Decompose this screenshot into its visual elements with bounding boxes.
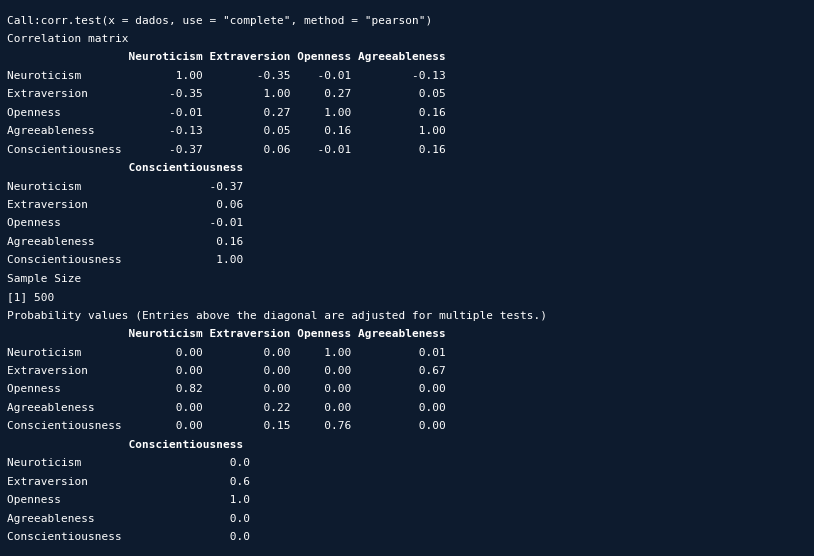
- Text: Openness                      -0.01: Openness -0.01: [7, 219, 243, 229]
- Text: Correlation matrix: Correlation matrix: [7, 34, 128, 44]
- Text: [1] 500: [1] 500: [7, 292, 54, 302]
- Text: Agreeableness                    0.0: Agreeableness 0.0: [7, 514, 250, 524]
- Text: Agreeableness           -0.13         0.05     0.16          1.00: Agreeableness -0.13 0.05 0.16 1.00: [7, 126, 445, 136]
- Text: Conscientiousness                0.0: Conscientiousness 0.0: [7, 532, 250, 542]
- Text: Conscientiousness        0.00         0.15     0.76          0.00: Conscientiousness 0.00 0.15 0.76 0.00: [7, 421, 445, 431]
- Text: Neuroticism                   -0.37: Neuroticism -0.37: [7, 182, 243, 192]
- Text: Probability values (Entries above the diagonal are adjusted for multiple tests.): Probability values (Entries above the di…: [7, 311, 546, 321]
- Text: Extraversion                     0.6: Extraversion 0.6: [7, 476, 250, 486]
- Text: Conscientiousness: Conscientiousness: [7, 440, 243, 450]
- Text: Openness                -0.01         0.27     1.00          0.16: Openness -0.01 0.27 1.00 0.16: [7, 108, 445, 118]
- Text: Conscientiousness       -0.37         0.06    -0.01          0.16: Conscientiousness -0.37 0.06 -0.01 0.16: [7, 145, 445, 155]
- Text: Agreeableness                  0.16: Agreeableness 0.16: [7, 237, 243, 247]
- Text: Sample Size: Sample Size: [7, 274, 81, 284]
- Text: Openness                 0.82         0.00     0.00          0.00: Openness 0.82 0.00 0.00 0.00: [7, 384, 445, 394]
- Text: Conscientiousness              1.00: Conscientiousness 1.00: [7, 255, 243, 265]
- Text: Openness                         1.0: Openness 1.0: [7, 495, 250, 505]
- Text: Conscientiousness: Conscientiousness: [7, 163, 243, 173]
- Text: Neuroticism                      0.0: Neuroticism 0.0: [7, 458, 250, 468]
- Text: Neuroticism              0.00         0.00     1.00          0.01: Neuroticism 0.00 0.00 1.00 0.01: [7, 348, 445, 358]
- Text: Neuroticism              1.00        -0.35    -0.01         -0.13: Neuroticism 1.00 -0.35 -0.01 -0.13: [7, 71, 445, 81]
- Text: Extraversion             0.00         0.00     0.00          0.67: Extraversion 0.00 0.00 0.00 0.67: [7, 366, 445, 376]
- Text: Call:corr.test(x = dados, use = "complete", method = "pearson"): Call:corr.test(x = dados, use = "complet…: [7, 16, 431, 26]
- Text: Neuroticism Extraversion Openness Agreeableness: Neuroticism Extraversion Openness Agreea…: [7, 52, 445, 62]
- Text: Extraversion                   0.06: Extraversion 0.06: [7, 200, 243, 210]
- Text: Neuroticism Extraversion Openness Agreeableness: Neuroticism Extraversion Openness Agreea…: [7, 329, 445, 339]
- Text: Agreeableness            0.00         0.22     0.00          0.00: Agreeableness 0.00 0.22 0.00 0.00: [7, 403, 445, 413]
- Text: Extraversion            -0.35         1.00     0.27          0.05: Extraversion -0.35 1.00 0.27 0.05: [7, 90, 445, 100]
